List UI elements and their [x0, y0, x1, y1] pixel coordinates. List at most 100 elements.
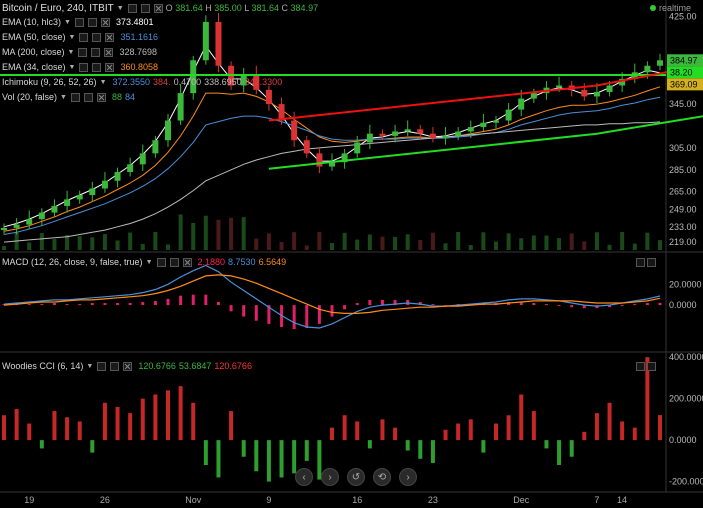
visibility-icon[interactable]: [92, 33, 102, 42]
candle-body: [417, 129, 424, 134]
close-icon[interactable]: [105, 63, 115, 72]
legend-ema50[interactable]: EMA (50, close) ▼ 351.1616: [2, 30, 282, 45]
scroll-right-button[interactable]: ›: [321, 468, 339, 486]
chevron-down-icon[interactable]: ▼: [67, 49, 75, 56]
cci-name[interactable]: Woodies CCI (6, 14): [2, 361, 84, 371]
cci-bar: [241, 440, 246, 457]
cci-bar: [594, 413, 599, 441]
visibility-icon[interactable]: [87, 18, 97, 27]
chevron-down-icon[interactable]: ▼: [64, 19, 71, 26]
cci-bar: [65, 417, 70, 441]
undo-button[interactable]: ⟲: [373, 468, 391, 486]
volume-bar: [342, 232, 347, 250]
legend-ichimoku-name[interactable]: Ichimoku (9, 26, 52, 26): [2, 77, 97, 87]
settings-icon[interactable]: [74, 18, 84, 27]
volume-bar: [658, 240, 662, 250]
candle-body: [593, 92, 600, 97]
macd-line: [3, 264, 661, 329]
volume-bar: [140, 243, 145, 250]
visibility-icon[interactable]: [91, 48, 101, 57]
macd-histogram-bar: [317, 305, 321, 324]
indicator-legend: EMA (10, hlc3) ▼ 373.4801 EMA (50, close…: [2, 15, 282, 105]
chevron-down-icon[interactable]: ▼: [68, 64, 76, 71]
candle-body: [581, 89, 588, 97]
legend-ma200[interactable]: MA (200, close) ▼ 328.7698: [2, 45, 282, 60]
pane-up-icon[interactable]: [636, 258, 645, 267]
chevron-down-icon[interactable]: ▼: [145, 258, 153, 266]
macd-pane-controls[interactable]: [636, 258, 656, 267]
candle-body: [127, 164, 134, 173]
settings-icon[interactable]: [79, 63, 89, 72]
scroll-end-button[interactable]: ›: [399, 468, 417, 486]
legend-volume[interactable]: Vol (20, false) ▼ 88 84: [2, 90, 282, 105]
macd-histogram-bar: [557, 305, 561, 307]
cci-bar: [178, 386, 183, 441]
macd-histogram-bar: [141, 301, 145, 306]
settings-icon[interactable]: [79, 33, 89, 42]
time-tick-label: Dec: [513, 495, 530, 505]
macd-histogram-bar: [229, 305, 233, 312]
cci-legend[interactable]: Woodies CCI (6, 14) ▼ 120.6766 53.6847 1…: [2, 361, 252, 371]
symbol-title[interactable]: Bitcoin / Euro, 240, ITBIT: [2, 2, 114, 14]
macd-legend[interactable]: MACD (12, 26, close, 9, false, true) ▼ 2…: [2, 257, 286, 267]
cci-pane-controls[interactable]: [636, 362, 656, 371]
cci-bar: [355, 421, 360, 441]
candle-body: [291, 120, 298, 141]
chevron-down-icon[interactable]: ▼: [99, 79, 107, 86]
reset-button[interactable]: ↺: [347, 468, 365, 486]
macd-histogram-bar: [532, 303, 536, 306]
macd-histogram-bar: [544, 304, 548, 306]
chevron-down-icon[interactable]: ▼: [68, 34, 76, 41]
close-icon[interactable]: [100, 18, 110, 27]
legend-ichimoku[interactable]: Ichimoku (9, 26, 52, 26) ▼ 372.3550 384.…: [2, 75, 282, 90]
cci-bar: [380, 419, 385, 441]
candle-body: [13, 224, 20, 228]
legend-ma200-name[interactable]: MA (200, close): [2, 47, 65, 57]
candle-body: [354, 142, 361, 154]
settings-icon[interactable]: [78, 48, 88, 57]
close-icon[interactable]: [182, 257, 192, 267]
visibility-icon[interactable]: [110, 361, 120, 371]
legend-ema50-name[interactable]: EMA (50, close): [2, 32, 66, 42]
cci-bar: [582, 431, 587, 441]
pane-down-icon[interactable]: [647, 258, 656, 267]
close-icon[interactable]: [123, 361, 133, 371]
symbol-header: Bitcoin / Euro, 240, ITBIT ▼ O 381.64 H …: [2, 0, 318, 16]
chevron-down-icon[interactable]: ▼: [60, 94, 67, 101]
visibility-icon[interactable]: [169, 257, 179, 267]
legend-ema10[interactable]: EMA (10, hlc3) ▼ 373.4801: [2, 15, 282, 30]
legend-ema10-name[interactable]: EMA (10, hlc3): [2, 17, 62, 27]
legend-volume-name[interactable]: Vol (20, false): [2, 92, 58, 102]
close-icon[interactable]: [96, 93, 106, 102]
volume-bar: [380, 236, 385, 250]
cci-bar: [456, 423, 461, 441]
legend-ema34-name[interactable]: EMA (34, close): [2, 62, 66, 72]
volume-bar: [266, 233, 271, 250]
volume-bar: [632, 243, 637, 250]
close-icon[interactable]: [105, 33, 115, 42]
scroll-left-button[interactable]: ‹: [295, 468, 313, 486]
macd-histogram-bar: [305, 305, 309, 329]
legend-ema34[interactable]: EMA (34, close) ▼ 360.8058: [2, 60, 282, 75]
candle-body: [240, 74, 247, 86]
settings-icon[interactable]: [127, 3, 137, 13]
cci-bar: [2, 415, 6, 441]
macd-name[interactable]: MACD (12, 26, close, 9, false, true): [2, 257, 143, 267]
macd-histogram-bar: [380, 299, 384, 306]
pane-up-icon[interactable]: [636, 362, 645, 371]
chevron-down-icon[interactable]: ▼: [116, 4, 124, 12]
close-icon[interactable]: [104, 48, 114, 57]
visibility-icon[interactable]: [83, 93, 93, 102]
visibility-icon[interactable]: [92, 63, 102, 72]
volume-bar: [506, 233, 511, 250]
settings-icon[interactable]: [97, 361, 107, 371]
pane-down-icon[interactable]: [647, 362, 656, 371]
chevron-down-icon[interactable]: ▼: [86, 362, 94, 370]
close-icon[interactable]: [153, 3, 163, 13]
visibility-icon[interactable]: [140, 3, 150, 13]
legend-ema50-value: 351.1616: [120, 32, 159, 42]
settings-icon[interactable]: [70, 93, 80, 102]
settings-icon[interactable]: [156, 257, 166, 267]
candle-body: [76, 195, 83, 200]
